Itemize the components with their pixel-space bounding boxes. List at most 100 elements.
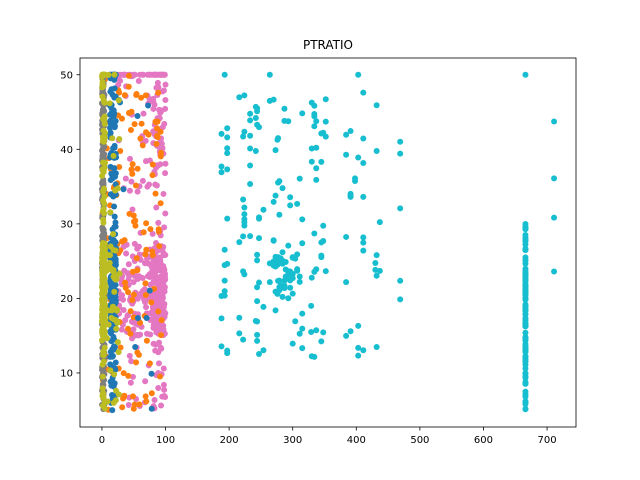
point-cyan xyxy=(522,282,529,289)
point-cyan xyxy=(294,267,301,274)
point-olive xyxy=(101,200,108,207)
point-cyan xyxy=(299,310,306,317)
point-olive xyxy=(100,188,107,195)
point-cyan xyxy=(252,103,259,110)
point-pink xyxy=(160,310,167,317)
point-cyan xyxy=(254,337,261,344)
point-olive xyxy=(101,99,108,106)
point-pink xyxy=(160,87,167,94)
point-cyan xyxy=(313,176,320,183)
point-pink xyxy=(159,323,166,330)
point-pink xyxy=(131,71,138,78)
point-cyan xyxy=(296,273,303,280)
point-blue xyxy=(108,382,115,389)
point-pink xyxy=(144,330,151,337)
y-tick-label: 20 xyxy=(60,294,73,305)
point-orange xyxy=(125,372,132,379)
point-olive xyxy=(109,135,116,142)
point-orange xyxy=(117,247,124,254)
point-orange xyxy=(127,330,134,337)
point-cyan xyxy=(221,277,228,284)
point-cyan xyxy=(221,246,228,253)
point-olive xyxy=(99,329,106,336)
point-cyan xyxy=(320,329,327,336)
point-orange xyxy=(122,284,129,291)
point-pink xyxy=(161,386,168,393)
point-orange xyxy=(130,218,137,225)
point-pink xyxy=(124,270,131,277)
point-blue xyxy=(107,177,114,184)
point-pink xyxy=(158,402,165,409)
point-olive xyxy=(100,358,107,365)
point-blue xyxy=(107,163,114,170)
point-cyan xyxy=(347,128,354,135)
point-cyan xyxy=(256,235,263,242)
point-cyan xyxy=(256,124,263,131)
point-cyan xyxy=(247,180,254,187)
point-blue xyxy=(109,170,116,177)
point-olive xyxy=(111,371,118,378)
point-cyan xyxy=(260,206,267,213)
point-cyan xyxy=(360,193,367,200)
point-cyan xyxy=(274,290,281,297)
point-gray xyxy=(99,224,106,231)
point-cyan xyxy=(360,239,367,246)
point-olive xyxy=(99,385,106,392)
point-cyan xyxy=(241,219,248,226)
point-cyan xyxy=(352,178,359,185)
point-olive xyxy=(110,231,117,238)
point-pink xyxy=(130,326,137,333)
point-cyan xyxy=(272,307,279,314)
point-orange xyxy=(138,120,145,127)
point-orange xyxy=(134,349,141,356)
point-cyan xyxy=(522,257,529,264)
point-cyan xyxy=(247,132,254,139)
point-cyan xyxy=(397,296,404,303)
point-orange xyxy=(146,360,153,367)
point-cyan xyxy=(522,355,529,362)
x-tick-label: 200 xyxy=(220,435,239,446)
point-cyan xyxy=(256,215,263,222)
point-olive xyxy=(100,295,107,302)
point-pink xyxy=(135,77,142,84)
point-olive xyxy=(100,167,107,174)
point-orange xyxy=(117,344,124,351)
point-cyan xyxy=(254,331,261,338)
point-orange xyxy=(153,140,160,147)
point-orange xyxy=(148,299,155,306)
point-blue xyxy=(111,124,118,131)
y-tick-label: 40 xyxy=(60,145,73,156)
point-orange xyxy=(129,297,136,304)
point-orange xyxy=(149,172,156,179)
point-orange xyxy=(133,90,140,97)
point-cyan xyxy=(322,96,329,103)
point-pink xyxy=(159,299,166,306)
point-cyan xyxy=(272,253,279,260)
point-cyan xyxy=(551,118,558,125)
point-cyan xyxy=(355,322,362,329)
point-cyan xyxy=(372,260,379,267)
point-orange xyxy=(137,319,144,326)
point-cyan xyxy=(355,344,362,351)
point-cyan xyxy=(299,325,306,332)
point-cyan xyxy=(272,192,279,199)
point-cyan xyxy=(373,344,380,351)
y-tick-label: 30 xyxy=(60,219,73,230)
point-orange xyxy=(143,246,150,253)
point-cyan xyxy=(241,211,248,218)
point-pink xyxy=(161,284,168,291)
point-olive xyxy=(116,270,123,277)
point-pink xyxy=(126,352,133,359)
point-olive xyxy=(112,187,119,194)
point-cyan xyxy=(218,292,225,299)
point-cyan xyxy=(224,145,231,152)
point-cyan xyxy=(360,234,367,241)
point-pink xyxy=(151,396,158,403)
point-cyan xyxy=(551,268,558,275)
point-olive xyxy=(100,260,107,267)
point-cyan xyxy=(318,158,325,165)
point-pink xyxy=(150,340,157,347)
point-orange xyxy=(132,182,139,189)
point-olive xyxy=(101,193,108,200)
